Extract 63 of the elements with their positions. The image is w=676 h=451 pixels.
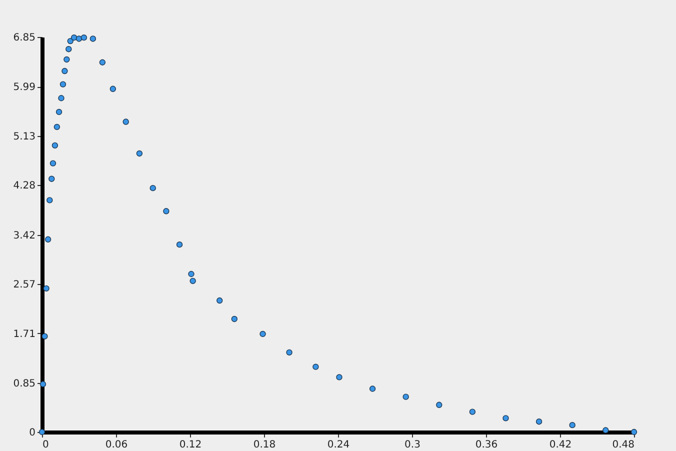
- point: [64, 56, 70, 63]
- x-tick-label: 0.18: [253, 440, 276, 450]
- y-tick-label: 1.71: [13, 328, 36, 340]
- point: [52, 142, 58, 148]
- y-tick-label: 5.13: [13, 132, 36, 143]
- x-tick-label: 0: [42, 440, 49, 450]
- point: [70, 34, 78, 41]
- point: [369, 386, 376, 392]
- point: [38, 428, 46, 436]
- point: [66, 46, 72, 52]
- point: [76, 36, 82, 42]
- point: [502, 415, 509, 422]
- y-tick-label: 0: [29, 428, 36, 438]
- point: [216, 297, 223, 304]
- point: [43, 285, 50, 292]
- point: [48, 176, 55, 182]
- point: [122, 118, 129, 125]
- point: [569, 422, 576, 428]
- point: [336, 374, 342, 380]
- y-tick-label: 2.57: [13, 279, 36, 290]
- x-tick-label: 0.42: [549, 440, 572, 450]
- x-tick-label: 0.3: [404, 440, 420, 450]
- point: [56, 108, 62, 116]
- point: [46, 197, 53, 204]
- point: [630, 428, 638, 436]
- point: [54, 124, 60, 130]
- point: [469, 408, 476, 415]
- point: [312, 364, 319, 370]
- point: [42, 333, 48, 340]
- point: [90, 36, 96, 42]
- point: [436, 402, 442, 408]
- point: [62, 68, 68, 74]
- x-tick-label: 0.48: [612, 440, 634, 450]
- point: [188, 270, 194, 278]
- x-tick-label: 0.36: [475, 440, 498, 450]
- y-tick-label: 4.28: [13, 180, 36, 192]
- point: [50, 160, 56, 166]
- y-tick-label: 6.85: [13, 32, 36, 44]
- point: [60, 81, 66, 88]
- point: [163, 208, 170, 214]
- point: [40, 381, 46, 388]
- point: [286, 349, 292, 356]
- x-tick-label: 0.24: [327, 440, 350, 450]
- y-tick-label: 3.42: [13, 230, 36, 242]
- point: [176, 242, 183, 248]
- point: [99, 59, 106, 66]
- point: [58, 95, 64, 102]
- point: [44, 236, 52, 242]
- point: [231, 316, 238, 322]
- point: [67, 38, 74, 44]
- point: [136, 150, 143, 157]
- point: [150, 184, 156, 192]
- point: [80, 34, 88, 41]
- y-tick-label: 5.99: [13, 82, 36, 94]
- point: [110, 86, 116, 92]
- x-tick-label: 0.06: [105, 440, 128, 450]
- x-tick-label: 0.12: [179, 440, 202, 450]
- point: [536, 418, 542, 425]
- point: [260, 330, 266, 338]
- y-tick-label: 0.85: [13, 378, 36, 390]
- point: [602, 427, 609, 434]
- point: [190, 278, 196, 284]
- point: [402, 394, 409, 400]
